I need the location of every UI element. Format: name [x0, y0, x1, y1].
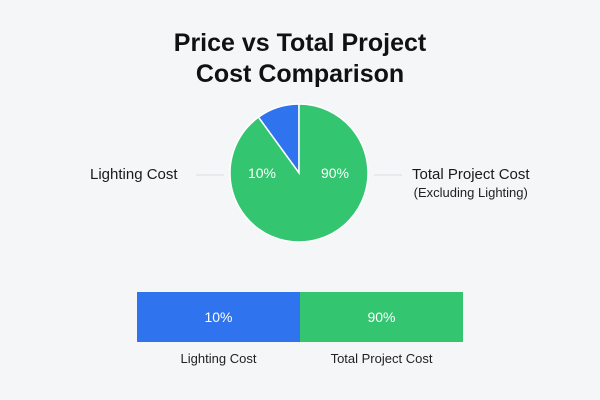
bar-category-label-2: Total Project Cost	[330, 351, 433, 366]
bar-category-label-1: Lighting Cost	[180, 351, 257, 366]
bar-segment-total-project-cost: 90%	[300, 292, 463, 342]
pie-slices: 10% 90%	[229, 103, 369, 243]
pie-label-total-project-cost-main: Total Project Cost	[412, 166, 530, 183]
bar-value-label-2: 90%	[367, 309, 396, 325]
bar-segment-lighting-cost: 10%	[137, 292, 300, 342]
pie-value-label-2: 90%	[321, 165, 349, 181]
pie-slice-total-project-cost	[229, 103, 369, 243]
chart-title-line-1: Price vs Total Project	[173, 29, 427, 57]
bar-value-label-1: 10%	[204, 309, 233, 325]
chart-title: Price vs Total Project Cost Comparison	[0, 28, 600, 90]
stacked-bar: 10% 90%	[137, 292, 463, 342]
chart-title-line-2: Cost Comparison	[195, 60, 405, 88]
pie-value-label-1: 10%	[248, 165, 276, 181]
pie-label-total-project-cost: Total Project Cost (Excluding Lighting)	[412, 166, 530, 202]
pie-label-lighting-cost: Lighting Cost	[90, 166, 178, 183]
pie-label-total-project-cost-sub: (Excluding Lighting)	[413, 185, 528, 200]
